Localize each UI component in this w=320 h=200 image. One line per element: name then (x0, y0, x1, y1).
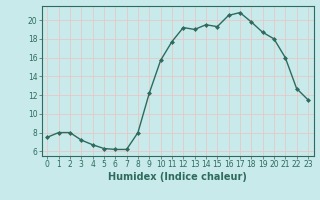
X-axis label: Humidex (Indice chaleur): Humidex (Indice chaleur) (108, 172, 247, 182)
